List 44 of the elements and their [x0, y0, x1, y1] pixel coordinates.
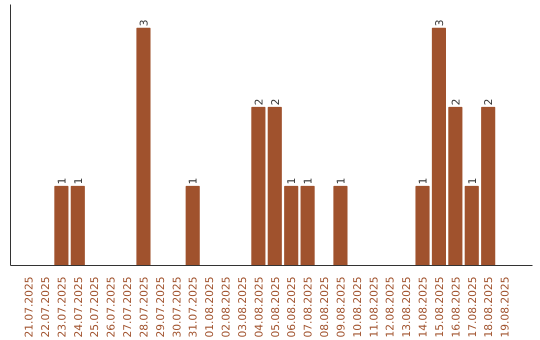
- x-tick-label: 01.08.2025: [203, 276, 216, 338]
- x-tick-label: 23.07.2025: [55, 276, 68, 338]
- x-tick-label: 18.08.2025: [482, 276, 496, 338]
- x-tick-label: 25.07.2025: [88, 276, 102, 338]
- data-label: 3: [137, 19, 150, 26]
- x-tick-label: 12.08.2025: [384, 276, 397, 338]
- data-label: 2: [252, 98, 266, 106]
- x-tick-label: 21.07.2025: [22, 276, 36, 338]
- x-tick-label: 29.07.2025: [154, 276, 167, 338]
- data-label: 2: [482, 98, 496, 106]
- x-tick-label: 14.08.2025: [416, 276, 430, 338]
- x-tick-label: 11.08.2025: [367, 276, 380, 338]
- x-tick-label: 06.08.2025: [285, 276, 298, 338]
- data-label: 1: [72, 178, 85, 184]
- x-tick-label: 22.07.2025: [38, 276, 52, 338]
- x-tick-label: 02.08.2025: [220, 276, 233, 338]
- x-tick-label: 31.07.2025: [186, 276, 200, 338]
- x-tick-label: 27.07.2025: [121, 276, 134, 338]
- data-label: 1: [285, 178, 298, 184]
- data-label: 2: [449, 98, 462, 106]
- x-tick-label: 28.07.2025: [137, 276, 150, 338]
- x-tick-label: 04.08.2025: [252, 276, 266, 338]
- data-label: 1: [55, 178, 68, 184]
- data-label: 2: [268, 98, 282, 106]
- x-tick-label: 13.08.2025: [400, 276, 414, 338]
- x-tick-label: 09.08.2025: [334, 276, 348, 338]
- x-tick-label: 15.08.2025: [432, 276, 446, 338]
- x-tick-label: 10.08.2025: [350, 276, 364, 338]
- x-tick-label: 16.08.2025: [449, 276, 462, 338]
- x-tick-label: 26.07.2025: [104, 276, 118, 338]
- x-tick-label: 17.08.2025: [466, 276, 479, 338]
- x-tick-label: 24.07.2025: [72, 276, 85, 338]
- data-label: 1: [466, 178, 479, 184]
- data-label: 1: [416, 178, 430, 184]
- data-label: 1: [302, 178, 315, 184]
- x-tick-label: 05.08.2025: [268, 276, 282, 338]
- x-tick-label: 07.08.2025: [302, 276, 315, 338]
- x-tick-label: 03.08.2025: [236, 276, 249, 338]
- x-tick-label: 19.08.2025: [498, 276, 512, 338]
- data-label: 1: [334, 178, 348, 184]
- x-tick-label: 08.08.2025: [318, 276, 332, 338]
- data-label: 1: [186, 178, 200, 184]
- x-tick-label: 30.07.2025: [170, 276, 184, 338]
- data-label: 3: [432, 19, 446, 26]
